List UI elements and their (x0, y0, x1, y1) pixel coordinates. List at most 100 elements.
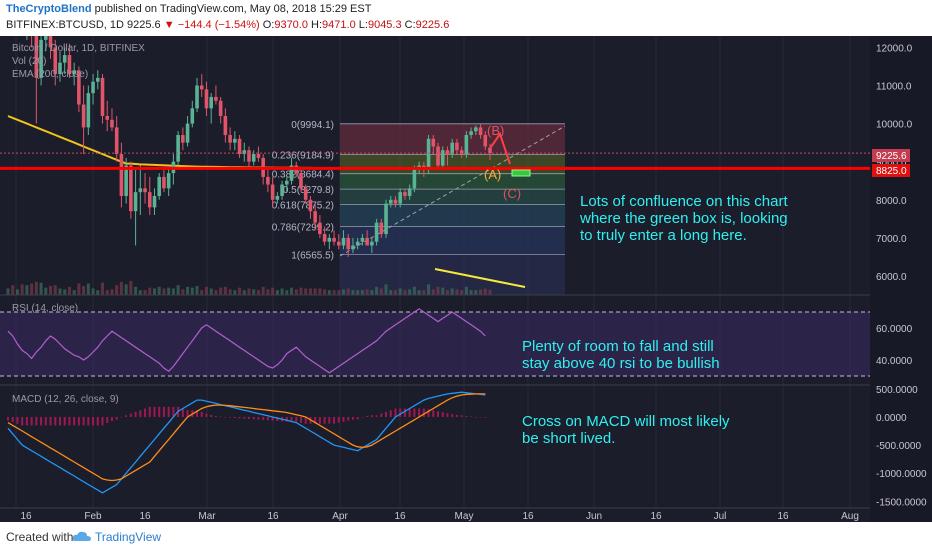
histogram-bar (11, 416, 14, 423)
volume-bar (327, 290, 331, 295)
candle-body (133, 192, 138, 212)
histogram-bar (470, 416, 473, 417)
candle-body (407, 188, 412, 196)
candle-body (393, 199, 398, 204)
fib-label: 0.786(7299.2) (272, 222, 334, 233)
macd-tick: -1500.0000 (876, 497, 927, 508)
histogram-bar (295, 416, 298, 422)
volume-bar (252, 289, 256, 295)
candle-body (440, 150, 445, 166)
volume-bar (441, 287, 445, 295)
volume-bar (223, 286, 227, 295)
histogram-bar (35, 416, 38, 426)
time-tick: Apr (332, 511, 348, 522)
candle-body (299, 173, 303, 189)
signal-line (7, 393, 486, 482)
main-title: Bitcoin / Dollar, 1D, BITFINEX (12, 43, 145, 54)
volume-bar (460, 290, 464, 295)
fib-zone (340, 173, 565, 190)
candle-body (469, 131, 473, 136)
histogram-bar (54, 416, 57, 426)
low-label: L: (358, 19, 368, 31)
volume-bar (25, 285, 29, 295)
candle-body (67, 55, 72, 75)
green-entry-box (511, 169, 531, 177)
histogram-bar (120, 416, 123, 418)
candles (26, 36, 492, 257)
histogram-bar (408, 408, 411, 417)
histogram-bar (68, 416, 71, 426)
volume-bar (271, 287, 275, 295)
volume-bar (247, 288, 251, 295)
histogram-bar (196, 410, 199, 417)
histogram-bar (484, 416, 487, 418)
volume-bar (96, 290, 100, 295)
histogram-bar (219, 416, 222, 418)
macd-panel: MACD (12, 26, close, 9) Cross on MACD wi… (7, 385, 927, 509)
high-value: 9471.0 (322, 19, 356, 31)
candle-body (483, 135, 488, 147)
time-tick: 16 (139, 511, 151, 522)
annotation-line: Plenty of room to fall and still (522, 338, 714, 355)
volume-bar (228, 289, 232, 295)
candle-body (157, 176, 162, 196)
volume-bar (72, 290, 76, 295)
candle-body (355, 241, 360, 246)
candle-body (280, 184, 284, 196)
candle-body (195, 85, 199, 109)
histogram-bar (129, 413, 132, 417)
volume-bar (171, 288, 175, 295)
volume-bar (219, 287, 223, 295)
volume-bar (148, 287, 152, 295)
macd-line (7, 391, 486, 494)
volume-bar (49, 286, 53, 295)
tradingview-link[interactable]: TradingView (95, 530, 162, 544)
volume-bar (242, 290, 246, 295)
candle-body (351, 245, 355, 250)
histogram-bar (224, 416, 227, 418)
volume-bar (200, 290, 204, 295)
histogram-bar (290, 416, 293, 422)
symbol-line: BITFINEX:BTCUSD, 1D (6, 19, 124, 31)
time-tick: 16 (650, 511, 662, 522)
candle-body (436, 146, 440, 166)
candle-body (209, 96, 213, 109)
volume-bar (209, 288, 213, 295)
macd-axis-labels: 500.0000 0.0000 -500.0000 -1000.0000 -1500.0… (876, 385, 927, 509)
volume-bar (20, 284, 24, 295)
volume-bar (417, 290, 421, 295)
volume-bar (450, 288, 454, 295)
fib-zone (340, 204, 565, 227)
histogram-bar (73, 416, 76, 426)
volume-bar (181, 289, 185, 295)
candle-body (176, 135, 180, 162)
annotation-line: Cross on MACD will most likely (522, 413, 730, 430)
author-link[interactable]: TheCryptoBlend (6, 3, 92, 15)
volume-bar (398, 288, 402, 295)
histogram-bar (441, 412, 444, 417)
rsi-line (7, 308, 486, 374)
volume-bar (39, 282, 43, 295)
volume-bar (389, 290, 393, 295)
chart-canvas[interactable]: 0(9994.1) 0.236(9184.9) 0.382(8684.4) 0.5(8… (0, 36, 932, 522)
histogram-bar (337, 416, 340, 423)
volume-bar (105, 290, 109, 295)
candle-body (105, 115, 110, 120)
histogram-bar (110, 416, 113, 422)
fib-label: 0.5(8279.8) (283, 185, 334, 196)
volume-bar (280, 288, 284, 295)
volume-bar (256, 290, 260, 295)
volume-bar (422, 290, 426, 295)
volume-bar (261, 286, 265, 295)
histogram-bar (229, 416, 232, 418)
candle-body (256, 154, 261, 158)
candle-body (58, 62, 62, 75)
volume-bar (360, 290, 364, 295)
wave-path (490, 131, 511, 165)
volume-bar (15, 289, 19, 295)
volume-bar (323, 289, 327, 295)
histogram-bar (455, 414, 458, 417)
volume-bar (190, 287, 194, 295)
candle-body (39, 39, 43, 78)
